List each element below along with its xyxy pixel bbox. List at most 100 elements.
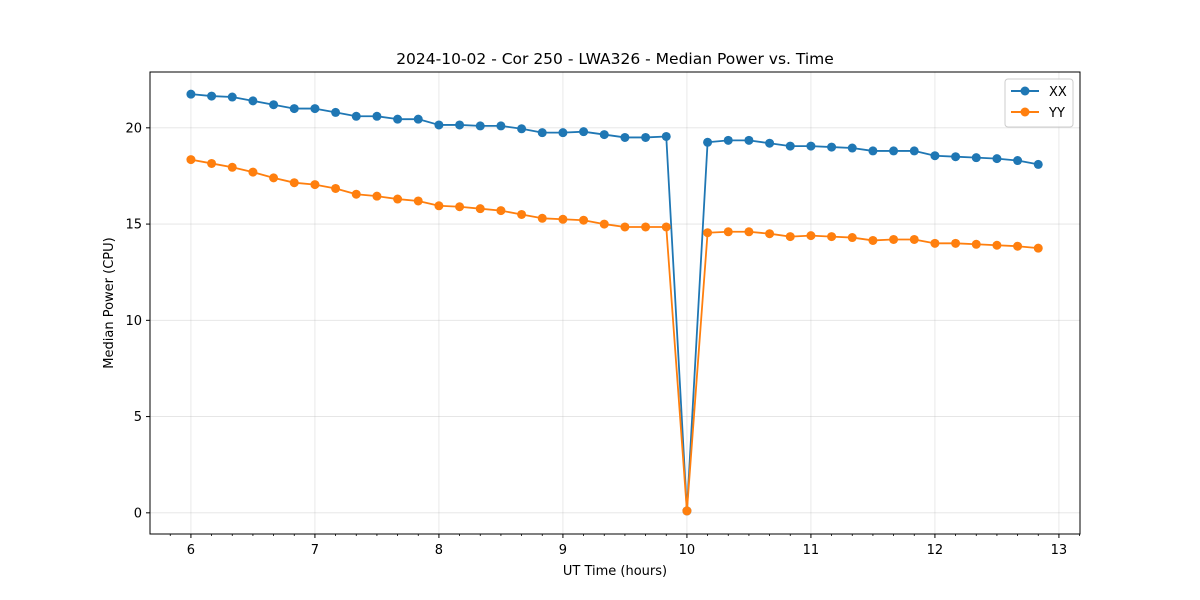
y-tick-label: 20 <box>125 121 142 136</box>
data-point-yy <box>579 215 589 225</box>
data-point-yy <box>641 222 651 232</box>
x-tick-label: 6 <box>187 543 195 558</box>
data-point-yy <box>537 213 547 223</box>
x-tick-label: 11 <box>803 543 820 558</box>
data-point-xx <box>227 92 237 102</box>
data-point-yy <box>227 162 237 172</box>
data-point-xx <box>393 114 403 124</box>
data-point-yy <box>930 238 940 248</box>
data-point-xx <box>992 154 1002 164</box>
data-point-xx <box>207 91 217 101</box>
data-point-yy <box>1013 241 1023 251</box>
data-point-yy <box>475 204 485 214</box>
data-point-yy <box>455 202 465 212</box>
data-point-yy <box>909 234 919 244</box>
data-point-yy <box>289 178 299 188</box>
data-point-yy <box>496 206 506 216</box>
data-point-xx <box>331 107 341 117</box>
data-point-yy <box>992 240 1002 250</box>
y-tick-label: 5 <box>134 410 142 425</box>
data-point-xx <box>537 128 547 138</box>
data-point-xx <box>661 131 671 141</box>
data-point-xx <box>413 114 423 124</box>
legend-label-xx: XX <box>1049 85 1067 100</box>
data-point-yy <box>620 222 630 232</box>
data-point-xx <box>599 130 609 140</box>
x-axis: 6 7 8 9 10 11 12 13 <box>169 534 1080 558</box>
data-point-yy <box>434 201 444 211</box>
data-point-yy <box>951 238 961 248</box>
data-point-xx <box>269 100 279 110</box>
data-point-yy <box>599 219 609 229</box>
data-point-xx <box>703 137 713 147</box>
data-point-yy <box>889 234 899 244</box>
x-tick-label: 9 <box>559 543 567 558</box>
data-point-yy <box>971 239 981 249</box>
data-point-xx <box>351 111 361 121</box>
data-point-xx <box>1033 159 1043 169</box>
data-point-yy <box>372 191 382 201</box>
y-tick-label: 15 <box>125 218 142 233</box>
data-point-yy <box>248 167 258 177</box>
data-point-xx <box>847 143 857 153</box>
x-tick-label: 13 <box>1051 543 1068 558</box>
data-point-xx <box>434 120 444 130</box>
data-point-yy <box>1033 243 1043 253</box>
data-point-xx <box>455 120 465 130</box>
data-point-xx <box>1013 156 1023 166</box>
data-point-yy <box>310 180 320 190</box>
data-point-xx <box>289 104 299 114</box>
data-point-yy <box>413 196 423 206</box>
data-point-xx <box>785 141 795 151</box>
data-point-xx <box>744 135 754 145</box>
data-point-yy <box>703 228 713 238</box>
data-point-xx <box>248 96 258 106</box>
grid-layer <box>150 72 1080 534</box>
y-axis-label: Median Power (CPU) <box>102 237 117 368</box>
data-point-yy <box>186 155 196 165</box>
data-point-yy <box>207 158 217 168</box>
x-tick-label: 8 <box>435 543 443 558</box>
y-tick-label: 10 <box>125 314 142 329</box>
data-point-yy <box>331 183 341 193</box>
data-point-xx <box>517 124 527 134</box>
x-tick-label: 10 <box>679 543 696 558</box>
legend-label-yy: YY <box>1048 106 1065 121</box>
data-point-yy <box>847 233 857 243</box>
legend: XX YY <box>1004 78 1074 128</box>
x-axis-label: UT Time (hours) <box>563 564 667 579</box>
data-point-yy <box>785 232 795 242</box>
data-point-yy <box>827 232 837 242</box>
data-point-xx <box>971 153 981 163</box>
data-point-xx <box>620 132 630 142</box>
data-point-xx <box>930 151 940 161</box>
data-point-yy <box>661 222 671 232</box>
data-point-yy <box>723 227 733 237</box>
y-axis: 0 5 10 15 20 <box>125 121 150 521</box>
data-point-yy <box>558 214 568 224</box>
legend-marker-xx <box>1020 86 1030 96</box>
data-point-yy <box>806 231 816 241</box>
data-point-xx <box>372 111 382 121</box>
data-point-xx <box>951 152 961 162</box>
x-tick-label: 7 <box>311 543 319 558</box>
data-point-yy <box>393 194 403 204</box>
axes-frame <box>149 71 1081 535</box>
data-point-xx <box>496 121 506 131</box>
data-point-xx <box>909 146 919 156</box>
data-point-xx <box>723 135 733 145</box>
y-tick-label: 0 <box>134 506 142 521</box>
data-point-yy <box>682 506 692 516</box>
series-layer <box>186 89 1043 516</box>
data-point-xx <box>806 141 816 151</box>
data-point-xx <box>765 138 775 148</box>
data-point-yy <box>765 229 775 239</box>
series-yy <box>186 155 1043 516</box>
data-point-xx <box>558 128 568 138</box>
legend-marker-yy <box>1020 107 1030 117</box>
data-point-xx <box>475 121 485 131</box>
data-point-yy <box>868 235 878 245</box>
